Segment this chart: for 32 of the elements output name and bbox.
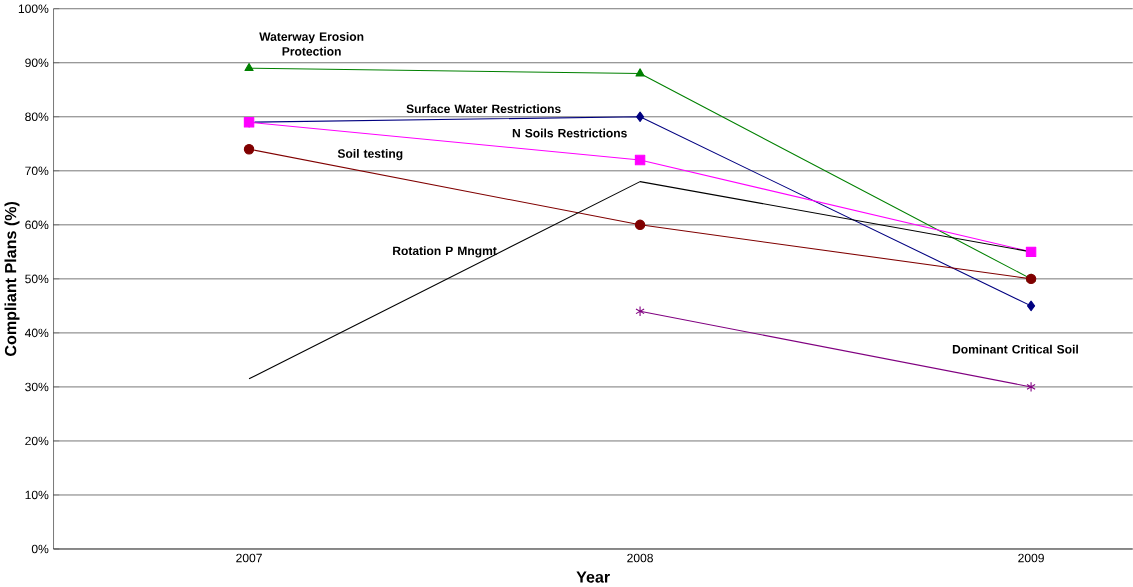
point (634, 154, 646, 166)
y-tick-label: 20% (25, 436, 49, 446)
y-tick-label: 40% (24, 328, 49, 338)
point (635, 305, 645, 317)
x-tick-label: 2008 (627, 553, 653, 563)
x-tick-label: 2007 (236, 553, 262, 563)
y-tick-label: 60% (25, 220, 49, 230)
series-label: Waterway Erosion Protection (259, 31, 364, 56)
series-label: N Soils Restrictions (512, 128, 627, 138)
point (634, 219, 646, 230)
y-tick-label: 90% (25, 58, 49, 67)
y-tick-label: 80% (25, 112, 49, 121)
series-label: Dominant Critical Soil (952, 344, 1078, 354)
y-tick-label: 30% (25, 382, 49, 392)
y-tick-label: 70% (25, 166, 49, 176)
series-label: Rotation P Mngmt (393, 246, 497, 258)
y-tick-label: 0% (31, 544, 49, 554)
y-tick-label: 50% (25, 274, 49, 284)
x-tick-label: 2009 (1018, 553, 1044, 563)
x-axis-title: Year (576, 571, 610, 583)
point (244, 62, 254, 71)
point (635, 68, 645, 77)
y-tick-label: 100% (18, 4, 49, 13)
y-tick-label: 10% (25, 490, 49, 500)
y-axis-title: Compliant Plans (%) (4, 201, 20, 356)
point (1027, 300, 1036, 312)
series-label: Soil testing (337, 148, 403, 161)
point (1025, 246, 1037, 258)
point (636, 111, 645, 122)
point (243, 143, 255, 155)
point (1026, 381, 1036, 393)
series-label: Surface Water Restrictions (406, 104, 561, 114)
